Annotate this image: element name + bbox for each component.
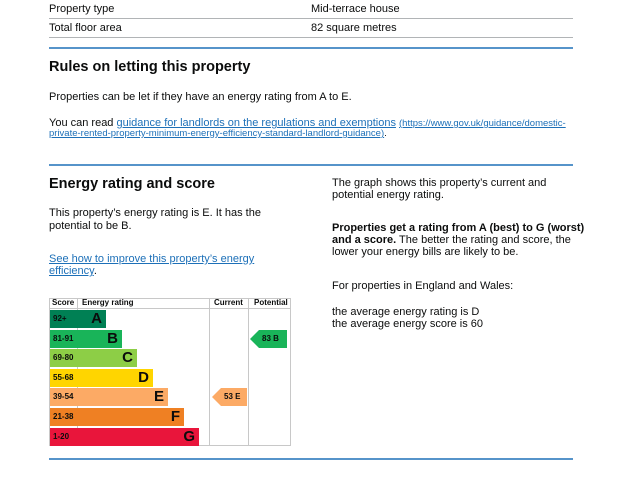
band-score-a: 92+ bbox=[50, 310, 77, 328]
floor-area-label: Total floor area bbox=[49, 22, 122, 34]
chart-gridline bbox=[248, 298, 249, 446]
potential-rating-arrow: 83 B bbox=[250, 330, 287, 348]
band-score-e: 39-54 bbox=[50, 388, 77, 406]
guidance-prefix: You can read bbox=[49, 117, 117, 129]
band-bar-a: A bbox=[77, 310, 106, 328]
band-bar-d: D bbox=[77, 369, 153, 387]
energy-rating-line2: potential to be B. bbox=[49, 220, 132, 232]
property-type-value: Mid-terrace house bbox=[311, 3, 400, 15]
energy-heading: Energy rating and score bbox=[49, 176, 215, 192]
band-score-f: 21-38 bbox=[50, 408, 77, 426]
average-rating-text: the average energy rating is D bbox=[332, 306, 480, 318]
guidance-suffix: . bbox=[384, 128, 387, 139]
improve-energy-link-cont[interactable]: efficiency bbox=[49, 265, 94, 277]
chart-gridline bbox=[49, 308, 291, 309]
rating-scale-rest: The better the rating and score, the bbox=[396, 234, 571, 246]
potential-column-header: Potential bbox=[254, 298, 288, 307]
band-score-d: 55-68 bbox=[50, 369, 77, 387]
guidance-link[interactable]: guidance for landlords on the regulation… bbox=[116, 117, 396, 129]
band-bar-f: F bbox=[77, 408, 184, 426]
england-wales-text: For properties in England and Wales: bbox=[332, 280, 514, 292]
rating-scale-line2: and a score. The better the rating and s… bbox=[332, 233, 571, 247]
divider bbox=[49, 18, 573, 19]
floor-area-value: 82 square metres bbox=[311, 22, 397, 34]
band-bar-g: G bbox=[77, 428, 199, 446]
energy-rating-line1: This property’s energy rating is E. It h… bbox=[49, 207, 261, 219]
band-score-b: 81-91 bbox=[50, 330, 77, 348]
guidance-url-link[interactable]: (https://www.gov.uk/guidance/domestic- bbox=[399, 118, 566, 129]
average-score-text: the average energy score is 60 bbox=[332, 318, 484, 330]
score-column-header: Score bbox=[52, 298, 75, 307]
guidance-url-link-cont[interactable]: private-rented-property-minimum-energy-e… bbox=[49, 128, 385, 139]
section-divider bbox=[49, 164, 573, 166]
band-score-g: 1-20 bbox=[50, 428, 77, 446]
rules-heading: Rules on letting this property bbox=[49, 59, 251, 75]
improve-suffix: . bbox=[93, 265, 97, 277]
section-divider bbox=[49, 458, 573, 460]
rating-scale-line3: lower your energy bills are likely to be… bbox=[332, 246, 519, 258]
property-type-label: Property type bbox=[49, 3, 115, 15]
energy-rating-chart: Score Energy rating Current Potential 92… bbox=[49, 298, 291, 446]
chart-gridline bbox=[209, 298, 210, 446]
graph-desc-line2: potential energy rating. bbox=[332, 189, 444, 201]
current-rating-arrow: 53 E bbox=[212, 388, 247, 406]
rating-scale-bold-line1: Properties get a rating from A (best) to… bbox=[332, 222, 585, 234]
band-bar-e: E bbox=[77, 388, 168, 406]
rules-paragraph: Properties can be let if they have an en… bbox=[49, 91, 352, 103]
section-divider bbox=[49, 47, 573, 49]
band-score-c: 69-80 bbox=[50, 349, 77, 367]
band-bar-b: B bbox=[77, 330, 122, 348]
rating-scale-bold-line2: and a score. bbox=[332, 234, 397, 246]
improve-link-line2-wrap: efficiency. bbox=[49, 264, 97, 278]
current-column-header: Current bbox=[214, 298, 243, 307]
improve-energy-link[interactable]: See how to improve this property’s energ… bbox=[49, 253, 255, 265]
guidance-url-line: private-rented-property-minimum-energy-e… bbox=[49, 128, 387, 140]
graph-desc-line1: The graph shows this property’s current … bbox=[332, 177, 547, 189]
band-bar-c: C bbox=[77, 349, 137, 367]
guidance-paragraph: You can read guidance for landlords on t… bbox=[49, 116, 573, 130]
divider bbox=[49, 37, 573, 38]
improve-link-line1-wrap: See how to improve this property’s energ… bbox=[49, 252, 254, 266]
rating-column-header: Energy rating bbox=[82, 298, 134, 307]
